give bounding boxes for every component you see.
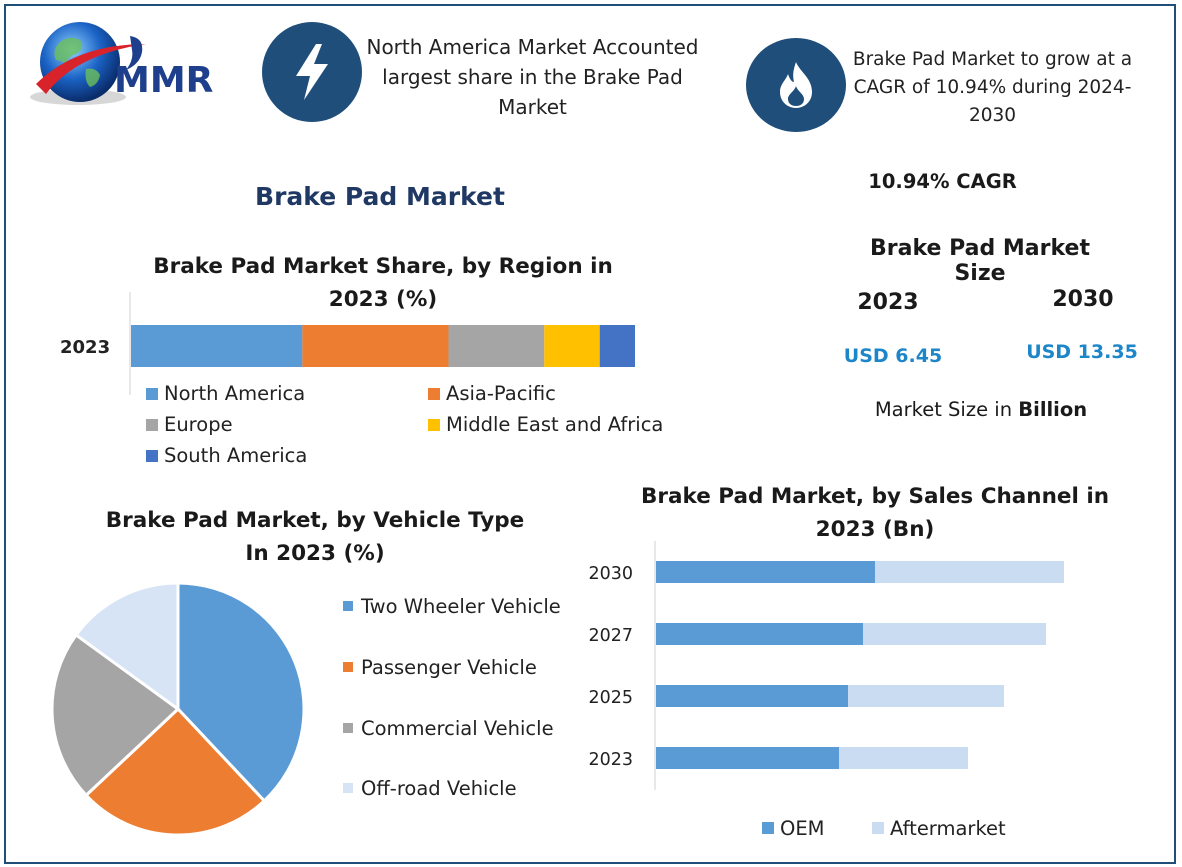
legend-label-passenger-vehicle: Passenger Vehicle [361, 656, 537, 679]
channel-bar-oem-2030 [656, 561, 875, 583]
channel-bar-aftermarket-2023 [839, 747, 968, 769]
legend-swatch-commercial-vehicle [343, 723, 353, 733]
flame-icon [746, 38, 846, 132]
region-share-chart: 2023 North America Asia-Pacific Europe Middl… [60, 292, 663, 467]
region-bar-asia-pacific [302, 325, 449, 367]
pie-slice-commercial-vehicle [50, 632, 181, 798]
region-bar-middle-east-and-africa [544, 325, 600, 367]
legend-label-oem: OEM [780, 817, 825, 840]
legend-swatch-asia-pacific [428, 388, 440, 400]
market-size-note-prefix: Market Size in [874, 398, 1019, 421]
mmr-logo: MMR [30, 22, 213, 105]
market-size-value-2023: USD 6.45 [843, 345, 943, 367]
region-bar-south-america [599, 325, 635, 367]
legend-label-two-wheeler-vehicle: Two Wheeler Vehicle [360, 595, 561, 618]
market-size-note-unit: Billion [1018, 398, 1088, 421]
sales-channel-chart: 2030 2027 2025 2023 OEM Aftermarket [588, 541, 1064, 840]
legend-swatch-europe [146, 419, 158, 431]
channel-bar-oem-2023 [656, 747, 839, 769]
highlight-north-america: North America Market Accounted largest s… [366, 35, 699, 119]
region-bar-north-america [131, 325, 303, 367]
sales-channel-chart-title: Brake Pad Market, by Sales Channel in 20… [640, 484, 1110, 542]
cagr-label: 10.94% CAGR [868, 170, 1017, 193]
legend-label-off-road-vehicle: Off-road Vehicle [361, 777, 517, 800]
pie-slice-off-road-vehicle [73, 581, 180, 712]
channel-bar-oem-2025 [656, 685, 848, 707]
legend-swatch-passenger-vehicle [343, 662, 353, 672]
legend-swatch-oem [762, 822, 774, 834]
channel-category-label: 2025 [588, 688, 633, 708]
highlight-cagr: Brake Pad Market to grow at a CAGR of 10… [852, 49, 1133, 126]
pie-slice-two-wheeler-vehicle [176, 581, 306, 803]
legend-swatch-middle-east-and-africa [428, 419, 440, 431]
legend-label-asia-pacific: Asia-Pacific [446, 382, 556, 405]
legend-swatch-aftermarket [872, 822, 884, 834]
market-size-title: Brake Pad Market Size [870, 236, 1090, 286]
region-chart-title: Brake Pad Market Share, by Region in 202… [153, 254, 613, 312]
region-bar-europe [448, 325, 545, 367]
channel-category-label: 2027 [588, 626, 633, 646]
legend-label-middle-east-and-africa: Middle East and Africa [446, 413, 663, 436]
legend-swatch-north-america [146, 388, 158, 400]
legend-label-south-america: South America [164, 444, 307, 467]
legend-swatch-off-road-vehicle [343, 783, 353, 793]
channel-category-label: 2023 [588, 750, 633, 770]
channel-bar-aftermarket-2025 [848, 685, 1004, 707]
market-size-value-2030: USD 13.35 [1026, 341, 1138, 363]
channel-category-label: 2030 [588, 564, 633, 584]
vehicle-chart-title: Brake Pad Market, by Vehicle Type In 202… [105, 508, 525, 566]
legend-swatch-two-wheeler-vehicle [343, 601, 353, 611]
legend-label-aftermarket: Aftermarket [890, 817, 1006, 840]
channel-bar-aftermarket-2030 [875, 561, 1064, 583]
legend-label-commercial-vehicle: Commercial Vehicle [361, 717, 554, 740]
legend-swatch-south-america [146, 450, 158, 462]
legend-label-europe: Europe [164, 413, 233, 436]
vehicle-type-chart: Two Wheeler Vehicle Passenger Vehicle Comm… [50, 581, 561, 837]
legend-label-north-america: North America [164, 382, 305, 405]
market-size-year-2023: 2023 [857, 290, 919, 315]
pie-slice-passenger-vehicle [84, 706, 267, 837]
channel-bar-oem-2027 [656, 623, 863, 645]
market-size-note: Market Size in Billion [862, 398, 1100, 421]
page-title: Brake Pad Market [255, 182, 505, 211]
infographic-frame [4, 4, 1176, 864]
channel-bar-aftermarket-2027 [863, 623, 1046, 645]
lightning-bolt-icon [262, 22, 362, 122]
logo-text: MMR [114, 60, 213, 101]
region-category-label: 2023 [60, 337, 110, 358]
market-size-year-2030: 2030 [1052, 287, 1114, 312]
